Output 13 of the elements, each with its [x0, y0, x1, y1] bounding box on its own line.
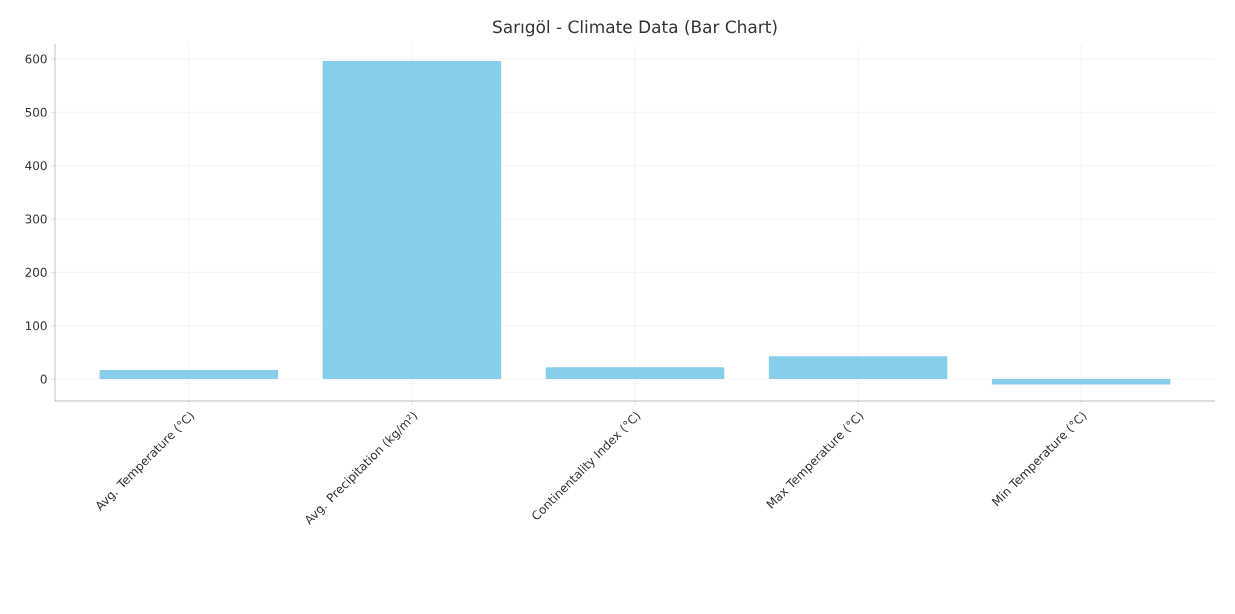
- chart-title: Sarıgöl - Climate Data (Bar Chart): [493, 20, 777, 37]
- bar: [768, 356, 948, 380]
- y-tick-label: 0: [40, 374, 47, 384]
- bar: [991, 379, 1171, 385]
- y-tick-label: 200: [25, 267, 47, 277]
- y-tick-label: 300: [25, 214, 47, 224]
- y-tick-label: 600: [25, 54, 47, 64]
- y-tick-label: 100: [25, 321, 47, 331]
- bar: [99, 370, 279, 380]
- y-tick-label: 400: [25, 161, 47, 171]
- bar: [545, 367, 725, 380]
- bar: [322, 61, 502, 380]
- y-tick-label: 500: [25, 107, 47, 117]
